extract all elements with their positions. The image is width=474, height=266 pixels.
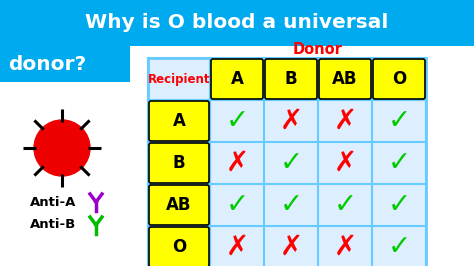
FancyBboxPatch shape [0, 46, 130, 82]
Text: B: B [285, 70, 297, 88]
Text: ✓: ✓ [387, 107, 410, 135]
Text: O: O [392, 70, 406, 88]
FancyBboxPatch shape [149, 101, 209, 141]
Text: ✗: ✗ [333, 233, 356, 261]
Text: ✗: ✗ [225, 233, 249, 261]
FancyBboxPatch shape [0, 0, 474, 46]
FancyBboxPatch shape [373, 59, 425, 99]
Text: ✗: ✗ [333, 107, 356, 135]
FancyBboxPatch shape [149, 143, 209, 183]
Text: ✓: ✓ [279, 149, 302, 177]
Text: ✓: ✓ [387, 149, 410, 177]
FancyBboxPatch shape [149, 185, 209, 225]
Text: ✓: ✓ [387, 233, 410, 261]
Text: ✓: ✓ [225, 191, 249, 219]
Text: Recipient: Recipient [148, 73, 210, 85]
Text: ✓: ✓ [279, 191, 302, 219]
Text: Donor: Donor [293, 43, 343, 57]
Text: B: B [173, 154, 185, 172]
Text: ✓: ✓ [387, 191, 410, 219]
Text: ✓: ✓ [225, 107, 249, 135]
Text: AB: AB [166, 196, 192, 214]
Text: Anti-A: Anti-A [30, 196, 76, 209]
Text: ✓: ✓ [333, 191, 356, 219]
FancyBboxPatch shape [148, 58, 426, 266]
Text: ✗: ✗ [279, 107, 302, 135]
Text: O: O [172, 238, 186, 256]
Circle shape [34, 120, 90, 176]
FancyBboxPatch shape [149, 227, 209, 266]
Text: ✗: ✗ [279, 233, 302, 261]
Text: Why is O blood a universal: Why is O blood a universal [85, 14, 389, 32]
FancyBboxPatch shape [211, 59, 263, 99]
FancyBboxPatch shape [319, 59, 371, 99]
Text: ✗: ✗ [333, 149, 356, 177]
Text: donor?: donor? [8, 55, 86, 73]
FancyBboxPatch shape [265, 59, 317, 99]
Text: Anti-B: Anti-B [30, 218, 76, 231]
Text: A: A [230, 70, 244, 88]
Text: AB: AB [332, 70, 358, 88]
Text: A: A [173, 112, 185, 130]
Text: ✗: ✗ [225, 149, 249, 177]
